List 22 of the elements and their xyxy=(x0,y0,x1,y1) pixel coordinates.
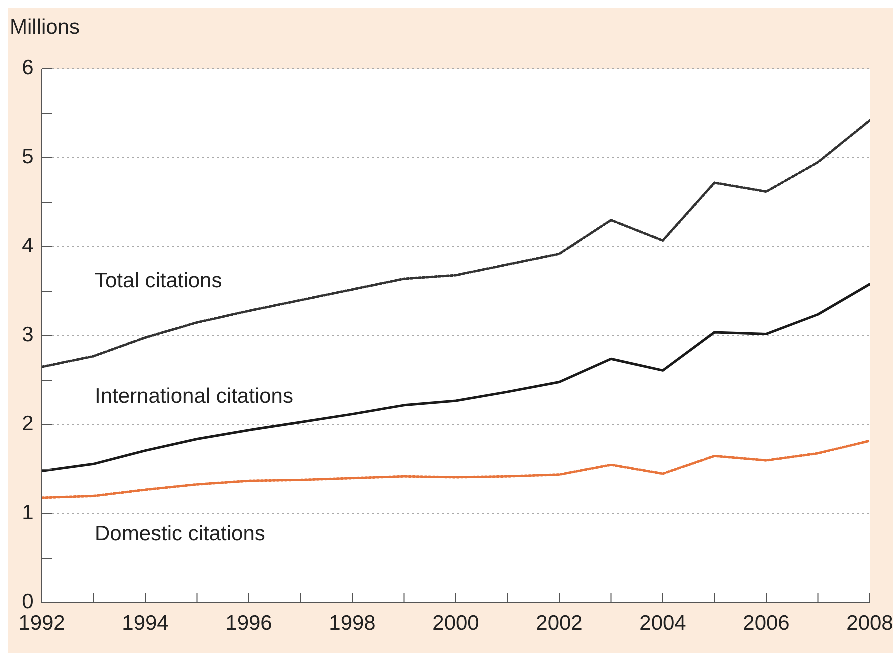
x-tick-label: 2008 xyxy=(846,612,893,635)
y-tick-label: 6 xyxy=(22,56,34,80)
x-tick-label: 1994 xyxy=(122,612,170,635)
y-tick-label: 5 xyxy=(22,146,34,169)
y-tick-label: 4 xyxy=(22,234,34,258)
y-axis-title: Millions xyxy=(10,16,80,40)
line-series xyxy=(42,440,870,500)
line-series xyxy=(42,119,870,368)
series-label: International citations xyxy=(95,384,294,408)
x-tick-label: 1998 xyxy=(329,612,376,635)
y-tick-label: 1 xyxy=(22,502,34,525)
y-tick-label: 3 xyxy=(22,324,34,347)
x-tick-label: 2006 xyxy=(743,612,790,635)
x-tick-label: 1996 xyxy=(226,612,272,635)
x-tick-label: 2004 xyxy=(640,612,687,635)
y-tick-label: 2 xyxy=(22,412,34,436)
series-label: Domestic citations xyxy=(95,522,266,546)
x-tick-label: 1992 xyxy=(18,612,66,635)
y-tick-label: 0 xyxy=(22,590,34,614)
x-tick-label: 2000 xyxy=(432,612,480,635)
x-tick-label: 2002 xyxy=(536,612,583,635)
series-label: Total citations xyxy=(95,270,222,293)
